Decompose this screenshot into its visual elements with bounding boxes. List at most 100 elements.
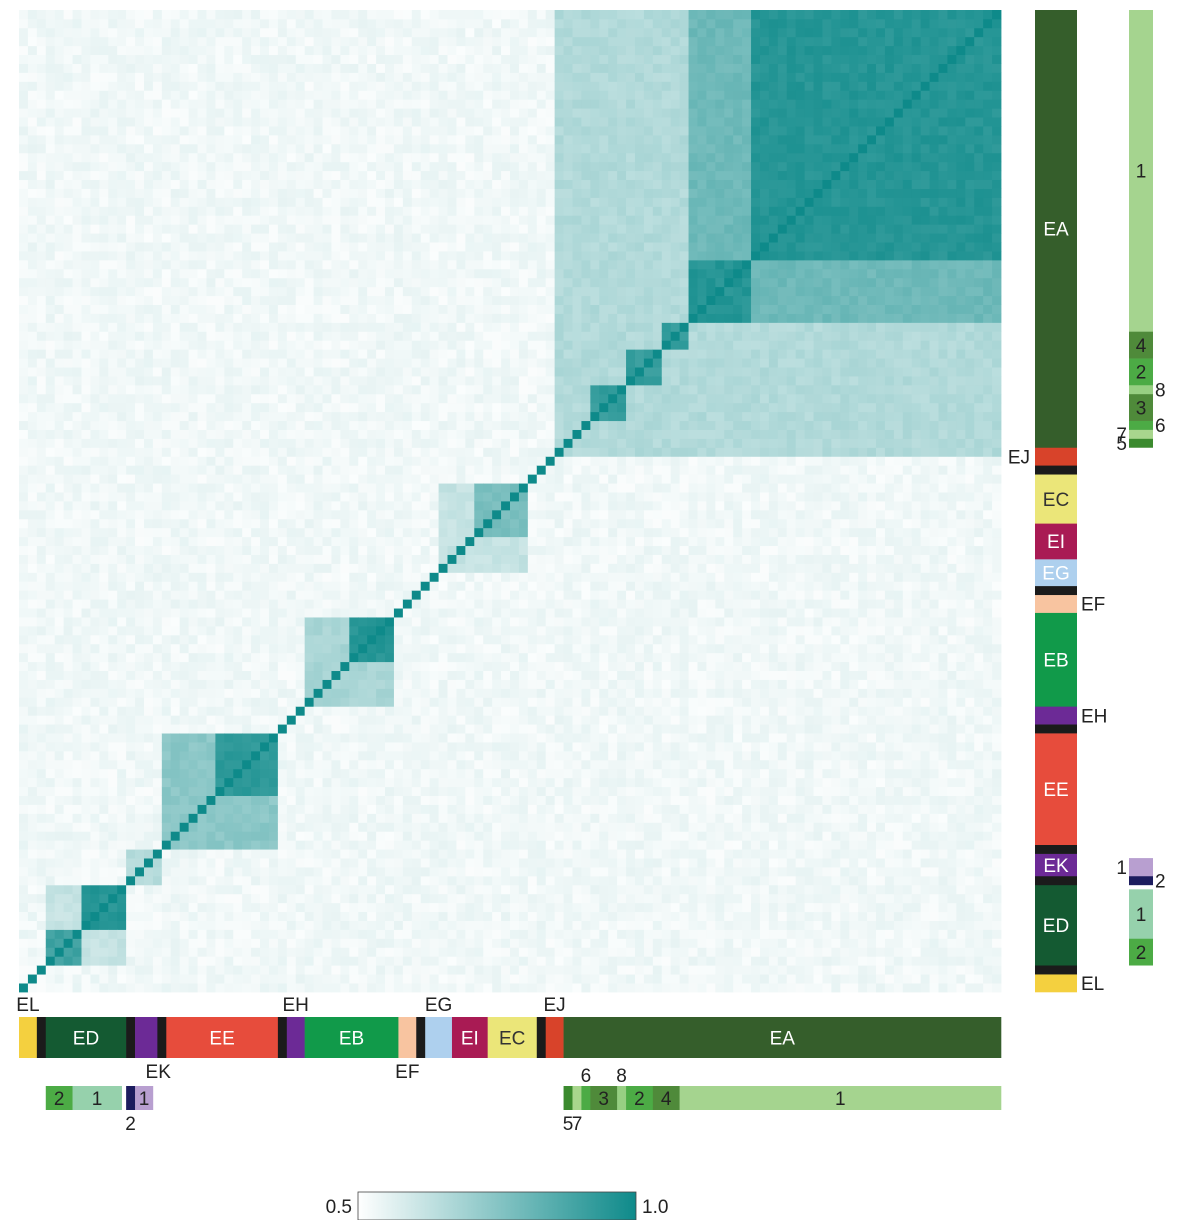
heatmap-cell (126, 849, 136, 859)
heatmap-cell (19, 233, 29, 243)
heatmap-cell (358, 54, 368, 64)
heatmap-cell (358, 965, 368, 975)
heatmap-cell (286, 170, 297, 181)
heatmap-cell (81, 554, 91, 564)
heatmap-cell (27, 768, 38, 779)
heatmap-cell (90, 813, 100, 823)
heatmap-cell (143, 858, 154, 868)
heatmap-cell (19, 581, 29, 591)
heatmap-cell (402, 286, 413, 297)
heatmap-cell (376, 804, 386, 814)
heatmap-cell (286, 661, 297, 672)
heatmap-cell (358, 706, 368, 716)
heatmap-cell (54, 509, 65, 520)
heatmap-cell (117, 911, 127, 921)
heatmap-cell (72, 777, 82, 788)
heatmap-cell (411, 554, 422, 564)
heatmap-cell (402, 108, 413, 118)
heatmap-cell (313, 322, 323, 332)
heatmap-cell (393, 126, 404, 136)
heatmap-cell (260, 286, 270, 297)
heatmap-cell (45, 902, 56, 913)
heatmap-cell (117, 81, 127, 91)
heatmap-cell (81, 161, 91, 172)
heatmap-cell (322, 661, 332, 672)
heatmap-cell (108, 429, 118, 439)
heatmap-cell (152, 179, 163, 189)
heatmap-cell (385, 965, 395, 975)
heatmap-cell (331, 376, 341, 386)
heatmap-cell (90, 90, 100, 100)
heatmap-cell (295, 563, 306, 573)
heatmap-cell (367, 402, 377, 413)
heatmap-cell (36, 822, 47, 832)
heatmap-cell (251, 295, 261, 305)
heatmap-cell (143, 813, 154, 823)
heatmap-cell (322, 572, 332, 582)
heatmap-cell (81, 750, 91, 761)
heatmap-cell (233, 358, 243, 368)
heatmap-cell (393, 170, 404, 181)
heatmap-cell (286, 742, 297, 752)
heatmap-cell (260, 322, 270, 332)
heatmap-cell (367, 90, 377, 100)
heatmap-cell (385, 938, 395, 948)
heatmap-cell (63, 983, 73, 993)
heatmap-cell (99, 706, 109, 716)
heatmap-cell (340, 893, 350, 904)
heatmap-cell (358, 286, 368, 297)
heatmap-cell (161, 152, 172, 163)
heatmap-cell (126, 929, 136, 939)
heatmap-cell (420, 599, 431, 609)
heatmap-cell (286, 715, 297, 725)
heatmap-cell (233, 286, 243, 297)
heatmap-cell (63, 81, 73, 91)
heatmap-cell (54, 947, 65, 957)
heatmap-cell (411, 438, 422, 448)
heatmap-cell (206, 697, 216, 707)
heatmap-cell (54, 420, 65, 430)
heatmap-cell (188, 340, 198, 350)
heatmap-cell (420, 956, 431, 966)
heatmap-cell (45, 849, 56, 859)
heatmap-cell (143, 277, 154, 288)
heatmap-cell (99, 152, 109, 163)
heatmap-cell (313, 286, 323, 297)
heatmap-cell (393, 956, 404, 966)
heatmap-cell (36, 117, 47, 127)
heatmap-cell (54, 447, 65, 457)
heatmap-cell (277, 733, 288, 743)
heatmap-cell (197, 72, 207, 82)
heatmap-cell (358, 822, 368, 832)
heatmap-cell (376, 393, 386, 404)
heatmap-cell (108, 322, 118, 332)
heatmap-cell (126, 10, 136, 20)
heatmap-cell (411, 474, 422, 484)
heatmap-cell (90, 108, 100, 118)
heatmap-cell (340, 670, 350, 680)
heatmap-cell (27, 268, 38, 279)
heatmap-cell (331, 492, 341, 502)
heatmap-cell (117, 465, 127, 475)
heatmap-cell (170, 456, 181, 466)
heatmap-cell (72, 81, 82, 91)
heatmap-cell (358, 143, 368, 154)
heatmap-cell (36, 786, 47, 796)
heatmap-cell (54, 670, 65, 680)
heatmap-cell (242, 867, 252, 877)
heatmap-cell (233, 875, 243, 886)
heatmap-cell (358, 170, 368, 181)
heatmap-cell (402, 340, 413, 350)
heatmap-cell (349, 518, 359, 529)
heatmap-cell (90, 759, 100, 770)
heatmap-cell (367, 643, 377, 654)
heatmap-cell (402, 10, 413, 20)
heatmap-cell (242, 545, 252, 555)
heatmap-cell (358, 90, 368, 100)
heatmap-cell (81, 483, 91, 493)
heatmap-cell (215, 974, 225, 984)
heatmap-cell (286, 18, 297, 29)
heatmap-cell (411, 617, 422, 627)
heatmap-cell (286, 518, 297, 529)
heatmap-cell (331, 750, 341, 761)
